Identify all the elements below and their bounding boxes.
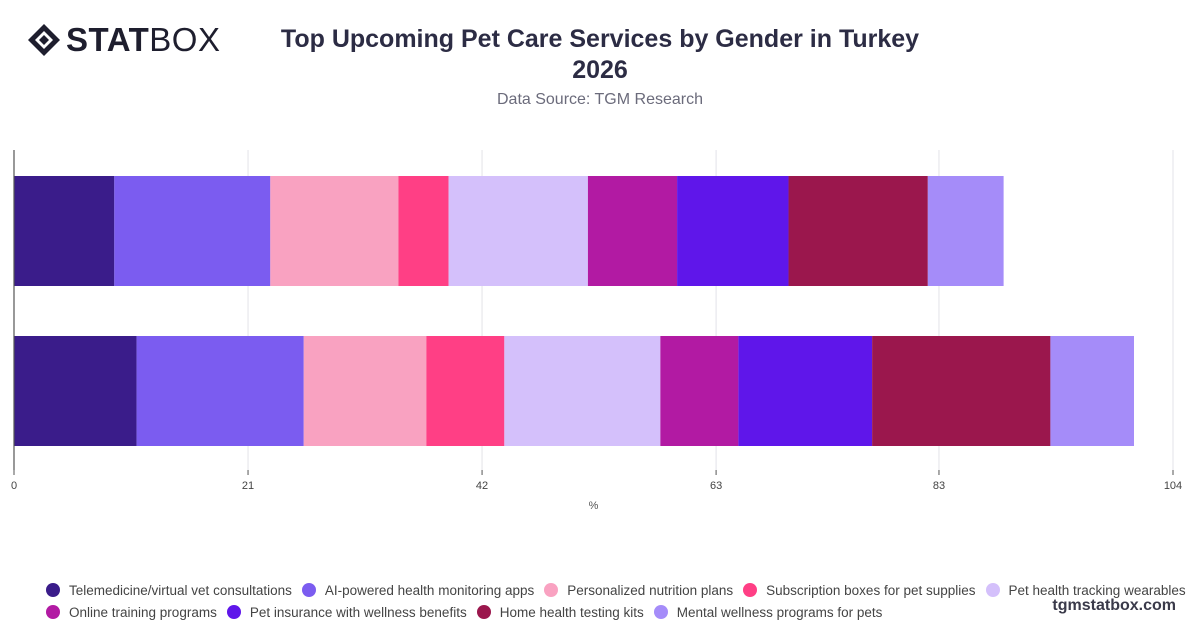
- legend-swatch: [476, 605, 491, 619]
- bar-segment: [14, 176, 115, 286]
- legend-label: Pet insurance with wellness benefits: [249, 604, 467, 620]
- axis-layer: 0 21 42 63 83 104%: [11, 150, 1182, 512]
- chart-title-line1: Top Upcoming Pet Care Services by Gender…: [280, 25, 920, 53]
- legend-item: Online training programs: [46, 605, 217, 620]
- x-tick-label: 0: [11, 480, 17, 492]
- logo-text-light: BOX: [149, 21, 221, 58]
- bar-segment: [426, 336, 505, 446]
- watermark: tgmstatbox.com: [1052, 597, 1176, 614]
- legend-label: AI-powered health monitoring apps: [324, 582, 535, 598]
- legend-item: Pet insurance with wellness benefits: [226, 604, 467, 620]
- bar-segment: [14, 336, 137, 446]
- logo-text-bold: STAT: [66, 21, 150, 58]
- x-axis-title: %: [589, 500, 599, 512]
- legend-swatch: [226, 605, 241, 619]
- legend-label: Subscription boxes for pet supplies: [766, 582, 976, 598]
- legend-row: Telemedicine/virtual vet consultations AI…: [46, 579, 1186, 601]
- bar-segment: [448, 176, 588, 286]
- chart-subtitle: Data Source: TGM Research: [496, 91, 703, 108]
- legend-item: Subscription boxes for pet supplies: [743, 582, 976, 598]
- bar-segment: [398, 176, 449, 286]
- bar-segment: [788, 176, 928, 286]
- x-tick-label: 42: [476, 480, 488, 492]
- x-tick-label: 104: [1164, 480, 1182, 492]
- bar-layer: [14, 176, 1134, 446]
- bar-segment: [136, 336, 304, 446]
- legend-item: Pet health tracking wearables: [985, 582, 1186, 598]
- bar-segment: [872, 336, 1051, 446]
- bar-segment: [303, 336, 427, 446]
- chart-title-line2: 2026: [572, 56, 628, 84]
- legend-label: Telemedicine/virtual vet consultations: [69, 582, 292, 598]
- legend-item: Home health testing kits: [476, 604, 644, 620]
- bar-segment: [927, 176, 1004, 286]
- chart-legend: Telemedicine/virtual vet consultations AI…: [46, 579, 1186, 623]
- legend-label: Personalized nutrition plans: [567, 582, 734, 598]
- legend-swatch: [743, 583, 758, 597]
- logo-text: STATBOX: [66, 22, 220, 58]
- bar-segment: [587, 176, 678, 286]
- legend-swatch: [985, 583, 1000, 597]
- legend-swatch: [46, 605, 60, 619]
- bar-segment: [677, 176, 789, 286]
- legend-swatch: [653, 605, 668, 619]
- legend-item: Personalized nutrition plans: [544, 583, 733, 598]
- bar-segment: [270, 176, 399, 286]
- legend-item: AI-powered health monitoring apps: [301, 582, 535, 598]
- bar-segment: [114, 176, 271, 286]
- statbox-diamond-icon: [28, 24, 60, 56]
- bar-segment: [504, 336, 661, 446]
- chart-title: Top Upcoming Pet Care Services by Gender…: [260, 24, 940, 86]
- bar-segment: [738, 336, 873, 446]
- x-tick-label: 21: [242, 480, 254, 492]
- legend-label: Online training programs: [69, 604, 217, 620]
- legend-item: Mental wellness programs for pets: [653, 604, 883, 620]
- legend-swatch: [544, 583, 559, 597]
- legend-label: Home health testing kits: [499, 604, 644, 620]
- x-tick-label: 63: [710, 480, 722, 492]
- statbox-logo: STATBOX: [26, 22, 220, 58]
- legend-label: Pet health tracking wearables: [1008, 582, 1186, 598]
- legend-swatch: [46, 583, 60, 597]
- legend-swatch: [301, 583, 316, 597]
- legend-label: Mental wellness programs for pets: [676, 604, 883, 620]
- bar-segment: [660, 336, 739, 446]
- bar-segment: [1050, 336, 1134, 446]
- x-tick-label: 83: [933, 480, 945, 492]
- legend-row: Online training programs Pet insurance wi…: [46, 601, 1166, 623]
- legend-item: Telemedicine/virtual vet consultations: [46, 583, 292, 598]
